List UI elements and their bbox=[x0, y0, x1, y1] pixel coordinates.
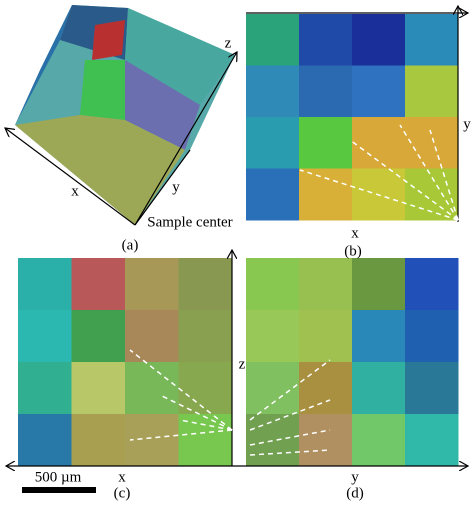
grid-cell bbox=[405, 168, 459, 221]
axis-label: z bbox=[225, 35, 232, 51]
dashed-line bbox=[429, 129, 459, 221]
grid-cell bbox=[352, 362, 406, 415]
grid-cell bbox=[352, 414, 406, 467]
caption: (b) bbox=[344, 243, 362, 259]
grid-cell bbox=[352, 14, 406, 66]
grid-cell bbox=[299, 362, 353, 415]
grid-cell bbox=[125, 258, 179, 311]
grid-cell bbox=[178, 362, 233, 415]
grid-cell bbox=[299, 168, 353, 221]
grid-cell bbox=[299, 117, 353, 169]
cube-face bbox=[92, 20, 125, 60]
axis-label: y bbox=[463, 116, 471, 132]
grid-cell bbox=[125, 310, 179, 363]
grid-cell bbox=[299, 65, 353, 118]
grid-cell bbox=[299, 310, 353, 363]
grid-cell bbox=[246, 310, 300, 363]
grid-cell bbox=[71, 414, 126, 467]
axis-z bbox=[134, 52, 237, 226]
grid-cell bbox=[246, 414, 300, 467]
cube-face bbox=[15, 115, 185, 225]
grid-cell bbox=[405, 14, 459, 66]
caption: (a) bbox=[122, 237, 139, 253]
grid-cell bbox=[18, 414, 72, 467]
grid-cell bbox=[71, 362, 126, 415]
axis-y bbox=[134, 149, 191, 226]
grid-cell bbox=[299, 258, 353, 311]
dashed-lines bbox=[129, 124, 459, 456]
grid-cell bbox=[352, 310, 406, 363]
scale-bar bbox=[22, 487, 96, 493]
grid-cell bbox=[352, 258, 406, 311]
dashed-line bbox=[249, 449, 331, 456]
dashed-line bbox=[159, 394, 233, 431]
dashed-line bbox=[249, 429, 331, 446]
axis-x bbox=[5, 128, 136, 226]
grids bbox=[18, 14, 459, 467]
grid-cell bbox=[246, 258, 300, 311]
grid-cell bbox=[71, 258, 126, 311]
grid-cell bbox=[18, 258, 72, 311]
axis-label: x bbox=[118, 469, 126, 485]
grid-cell bbox=[405, 258, 459, 311]
cube bbox=[5, 5, 237, 226]
cube-face bbox=[80, 60, 125, 120]
axis-label: x bbox=[351, 225, 359, 241]
cube-face bbox=[125, 8, 235, 105]
grid-cell bbox=[405, 117, 459, 169]
grid-cell bbox=[246, 168, 300, 221]
grid-cell bbox=[125, 414, 179, 467]
scale-label: 500 µm bbox=[35, 469, 82, 485]
grid-cell bbox=[299, 14, 353, 66]
grid-cell bbox=[352, 117, 406, 169]
dashed-line bbox=[129, 429, 233, 441]
grid-cell bbox=[178, 258, 233, 311]
grid-cell bbox=[405, 362, 459, 415]
caption: (c) bbox=[114, 485, 131, 501]
dashed-line bbox=[129, 349, 233, 431]
grid-cell bbox=[352, 65, 406, 118]
grid-cell bbox=[299, 414, 353, 467]
dashed-line bbox=[249, 359, 331, 421]
grid-cell bbox=[125, 362, 179, 415]
dashed-line bbox=[399, 124, 459, 221]
axis-label: y bbox=[351, 469, 359, 485]
axis-label: y bbox=[172, 179, 180, 195]
grid-cell bbox=[18, 362, 72, 415]
grid-cell bbox=[18, 310, 72, 363]
grid-cell bbox=[178, 310, 233, 363]
grid-cell bbox=[71, 310, 126, 363]
grid-cell bbox=[405, 414, 459, 467]
cube-face bbox=[125, 60, 200, 150]
grid-cell bbox=[246, 362, 300, 415]
dashed-line bbox=[299, 169, 459, 221]
caption: (d) bbox=[346, 485, 364, 501]
grid-cell bbox=[246, 117, 300, 169]
axis-label: x bbox=[71, 183, 79, 199]
cube-face bbox=[15, 5, 72, 125]
annotation: Sample center bbox=[147, 214, 232, 230]
grid-cell bbox=[246, 14, 300, 66]
dashed-line bbox=[349, 139, 459, 221]
grid-cell bbox=[246, 65, 300, 118]
grid-cell bbox=[405, 65, 459, 118]
axis-label: z bbox=[239, 356, 246, 372]
grid-cell bbox=[405, 310, 459, 363]
